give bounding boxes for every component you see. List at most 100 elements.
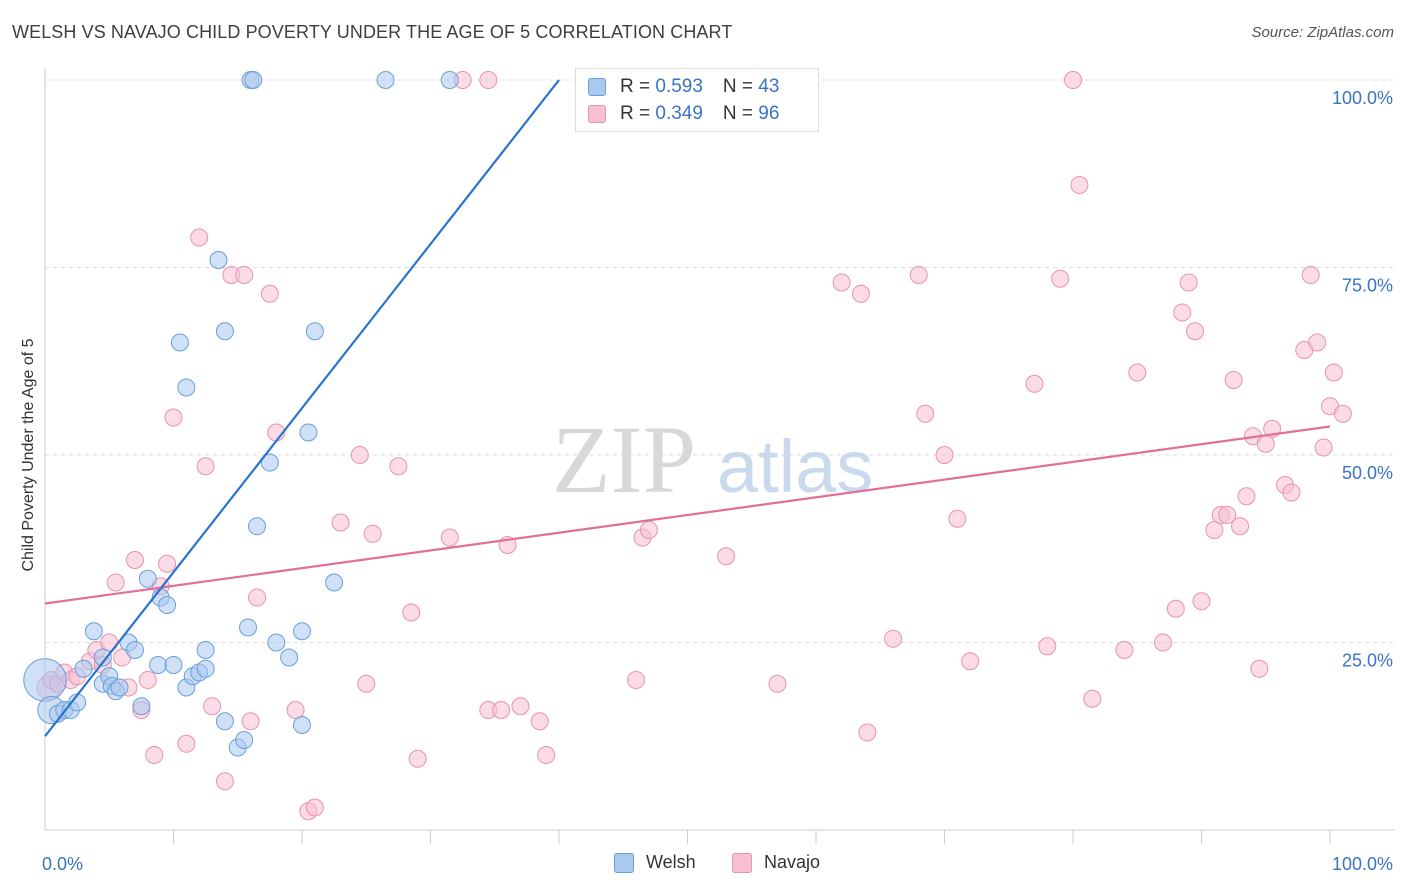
welsh-point [376,71,395,89]
navajo-point [215,772,234,791]
navajo-point [1186,322,1205,341]
navajo-point [1128,363,1147,382]
source-label: Source: ZipAtlas.com [1251,24,1394,41]
tick-labels: 25.0% 50.0% 75.0% 100.0% 0.0% 100.0% [42,88,1393,874]
navajo-point [196,457,215,476]
navajo-point [768,674,787,693]
navajo-point [331,513,350,532]
legend-row-navajo: R = 0.349 N = 96 [588,102,779,126]
x-tick-label: 0.0% [42,854,83,874]
welsh-r-value: 0.593 [655,76,703,97]
navajo-point [1038,637,1057,656]
navajo-legend-label: Navajo [764,852,821,872]
navajo-point [389,457,408,476]
welsh-point [209,251,228,269]
welsh-legend-label: Welsh [646,852,696,872]
navajo-point [203,697,222,716]
navajo-point [158,554,177,573]
welsh-point [305,322,324,341]
welsh-point [325,573,344,592]
welsh-legend-swatch [614,852,634,873]
y-axis-label: Child Poverty Under the Age of 5 [20,338,37,571]
welsh-point [267,633,286,652]
navajo-point [100,633,119,652]
navajo-point [1051,269,1070,288]
welsh-point [110,678,129,697]
navajo-point [1083,689,1102,708]
navajo-point [961,652,980,671]
welsh-point [235,731,254,749]
navajo-point [1250,659,1269,678]
navajo-point [1218,506,1237,524]
navajo-point [537,746,556,764]
welsh-n-label: N = [722,76,759,97]
legend-row-welsh: R = 0.593 N = 43 [588,75,779,99]
welsh-point [244,71,263,89]
welsh-r-label: R = [620,76,656,97]
navajo-point [164,408,183,427]
welsh-point [125,641,144,659]
navajo-point [935,446,954,464]
welsh-point [293,622,311,641]
chart-title: WELSH VS NAVAJO CHILD POVERTY UNDER THE … [12,22,733,42]
navajo-point [138,671,157,689]
welsh-point [239,618,258,637]
navajo-point [241,712,260,731]
series-legend: Welsh Navajo [0,852,1406,878]
stats-legend: R = 0.593 N = 43 R = 0.349 N = 96 [575,68,819,132]
navajo-point [1237,487,1256,506]
navajo-n-label: N = [722,103,759,124]
y-tick-label: 75.0% [1342,276,1393,296]
navajo-point [479,71,498,89]
navajo-point [260,284,279,303]
legend-item-welsh[interactable]: Welsh [614,852,696,873]
y-tick-label: 100.0% [1332,88,1393,108]
welsh-point [84,622,103,641]
navajo-point [145,746,164,764]
navajo-point [851,284,870,303]
welsh-points [23,71,459,757]
trend-lines [44,79,1331,737]
navajo-point [627,671,646,689]
navajo-swatch [588,105,606,123]
navajo-point [363,524,382,543]
navajo-point [1115,641,1134,659]
navajo-point [948,509,967,528]
welsh-point [158,596,177,614]
navajo-point [305,798,324,817]
welsh-point [170,333,189,352]
welsh-point [215,712,234,731]
navajo-point [235,266,254,284]
navajo-r-label: R = [620,103,656,124]
navajo-point [884,629,903,648]
welsh-point [260,453,279,472]
navajo-point [1064,71,1082,89]
welsh-point [93,648,112,667]
navajo-point [1025,374,1044,393]
y-tick-label: 25.0% [1342,651,1393,671]
watermark-atlas: atlas [717,425,873,508]
welsh-point [138,569,157,588]
navajo-trend-line [44,425,1331,605]
navajo-point [916,404,935,423]
navajo-point [1153,633,1172,652]
welsh-point [164,656,183,674]
legend-item-navajo[interactable]: Navajo [732,852,820,873]
navajo-point [1179,273,1198,292]
navajo-point [832,273,851,292]
welsh-trend-line [44,79,560,737]
y-tick-label: 50.0% [1342,463,1393,483]
welsh-point [196,659,215,678]
navajo-point [1301,266,1320,284]
welsh-point [215,322,234,341]
navajo-point [1166,599,1185,618]
welsh-point [299,423,318,442]
navajo-point [1256,434,1275,453]
navajo-point [286,701,305,719]
navajo-point [511,697,530,716]
welsh-point [23,658,67,702]
navajo-point [402,603,421,622]
navajo-point [1314,438,1333,457]
watermark: ZIP atlas [552,406,873,513]
navajo-point [717,547,736,566]
